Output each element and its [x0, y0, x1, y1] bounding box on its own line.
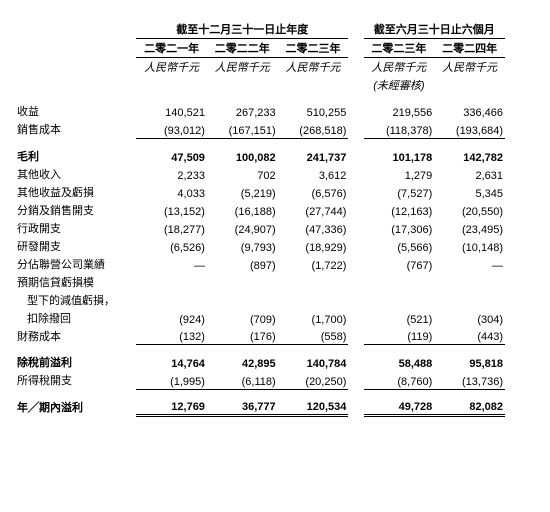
row-revenue: 收益 140,521 267,233 510,255 219,556 336,4…	[15, 102, 505, 120]
row-ecl-3: 扣除撥回 (924) (709) (1,700) (521) (304)	[15, 309, 505, 327]
row-ecl-1: 預期信貸虧損模	[15, 273, 505, 291]
row-gross-profit: 毛利 47,509 100,082 241,737 101,178 142,78…	[15, 147, 505, 165]
col-2022: 二零二二年	[207, 39, 278, 58]
income-statement-table: 截至十二月三十一日止年度 截至六月三十日止六個月 二零二一年 二零二二年 二零二…	[15, 20, 505, 417]
header-unaudited: (未經審核)	[15, 76, 505, 94]
col-2021: 二零二一年	[136, 39, 207, 58]
row-rd: 研發開支 (6,526) (9,793) (18,929) (5,566) (1…	[15, 237, 505, 255]
header-group-interim: 截至六月三十日止六個月	[364, 20, 505, 39]
row-other-income: 其他收入 2,233 702 3,612 1,279 2,631	[15, 165, 505, 183]
header-groups: 截至十二月三十一日止年度 截至六月三十日止六個月	[15, 20, 505, 39]
row-cost-of-sales: 銷售成本 (93,012) (167,151) (268,518) (118,3…	[15, 120, 505, 138]
row-distribution: 分銷及銷售開支 (13,152) (16,188) (27,744) (12,1…	[15, 201, 505, 219]
row-ecl-2: 型下的減值虧損，	[15, 291, 505, 309]
col-h2023: 二零二三年	[364, 39, 435, 58]
header-group-annual: 截至十二月三十一日止年度	[136, 20, 348, 39]
col-2023: 二零二三年	[278, 39, 349, 58]
row-finance-cost: 財務成本 (132) (176) (558) (119) (443)	[15, 327, 505, 345]
row-tax: 所得稅開支 (1,995) (6,118) (20,250) (8,760) (…	[15, 371, 505, 389]
row-admin: 行政開支 (18,277) (24,907) (47,336) (17,306)…	[15, 219, 505, 237]
label: 收益	[15, 102, 136, 120]
col-h2024: 二零二四年	[434, 39, 505, 58]
row-other-gains: 其他收益及虧損 4,033 (5,219) (6,576) (7,527) 5,…	[15, 183, 505, 201]
row-pbt: 除稅前溢利 14,764 42,895 140,784 58,488 95,81…	[15, 353, 505, 371]
header-years: 二零二一年 二零二二年 二零二三年 二零二三年 二零二四年	[15, 39, 505, 58]
header-units: 人民幣千元 人民幣千元 人民幣千元 人民幣千元 人民幣千元	[15, 58, 505, 77]
row-share-assoc: 分佔聯營公司業績 — (897) (1,722) (767) —	[15, 255, 505, 273]
row-profit: 年╱期內溢利 12,769 36,777 120,534 49,728 82,0…	[15, 398, 505, 416]
